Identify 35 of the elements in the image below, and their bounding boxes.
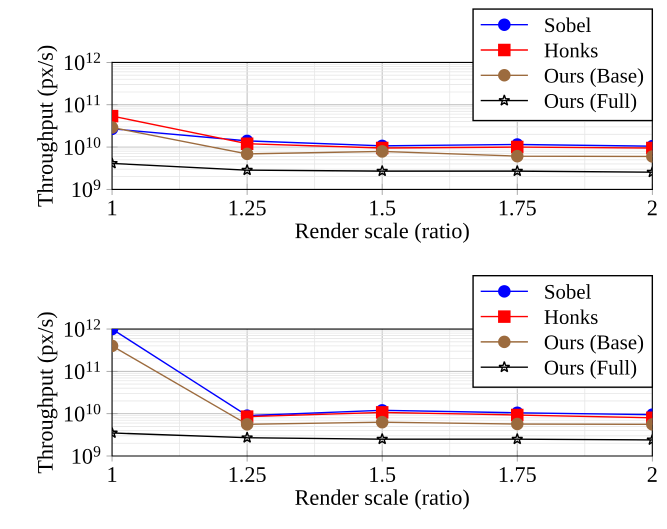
- x-tick-label: 2: [648, 467, 657, 482]
- y-axis-title: Throughput (px/s): [37, 46, 58, 207]
- legend-label: Ours (Base): [544, 334, 644, 354]
- legend-label: Sobel: [545, 284, 591, 299]
- x-tick-label: 1.75: [500, 467, 536, 482]
- legend-label: Sobel: [545, 18, 591, 32]
- y-tick-label: 10$^{11}$: [64, 94, 100, 113]
- point: [241, 164, 254, 176]
- y-axis-title: Throughput (px/s): [37, 312, 58, 474]
- y-tick-label: 10$^{9}$: [72, 446, 100, 464]
- legend-label: Ours (Base): [544, 68, 644, 87]
- point: [376, 145, 388, 158]
- legend-label: Honks: [544, 309, 598, 324]
- x-tick-label: 1: [108, 200, 116, 216]
- x-tick-label: 1.5: [370, 200, 396, 216]
- legend-label: Ours (Full): [544, 360, 636, 379]
- x-tick-label: 1.75: [500, 200, 536, 216]
- x-tick-label: 1.25: [230, 467, 266, 482]
- legend-label: Honks: [544, 42, 598, 58]
- x-tick-label: 1.25: [230, 200, 266, 216]
- point: [240, 148, 254, 160]
- x-axis-title: Render scale (ratio): [295, 222, 469, 243]
- y-tick-label: 10$^{11}$: [64, 362, 100, 380]
- y-tick-label: 10$^{12}$: [64, 319, 100, 337]
- x-tick-label: 1: [108, 467, 116, 482]
- point: [240, 137, 254, 150]
- y-tick-label: 10$^{12}$: [64, 52, 100, 70]
- y-tick-label: 10$^{9}$: [72, 180, 100, 198]
- x-axis-title: Render scale (ratio): [295, 489, 469, 510]
- point: [376, 164, 388, 176]
- x-tick-label: 1.5: [370, 467, 396, 482]
- y-tick-label: 10$^{10}$: [64, 137, 100, 155]
- x-tick-label: 2: [648, 200, 657, 216]
- legend-label: Ours (Full): [544, 93, 636, 112]
- y-tick-label: 10$^{10}$: [64, 404, 100, 422]
